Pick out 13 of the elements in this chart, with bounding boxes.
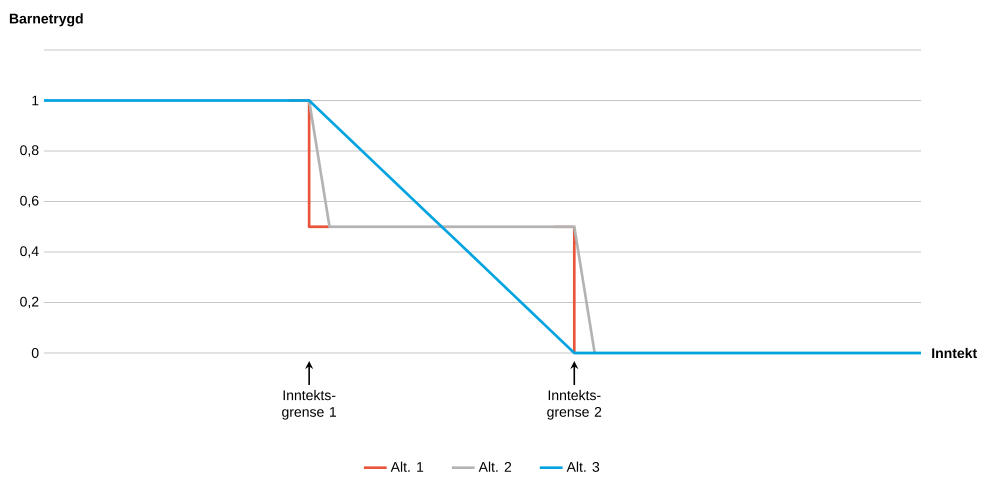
x-axis-title: Inntekt [932, 348, 977, 358]
legend-label: Alt. 3 [566, 462, 600, 472]
y-tick-label: 0,4 [20, 246, 39, 258]
y-tick-label: 1 [32, 96, 38, 106]
y-tick-label: 0,8 [20, 145, 38, 157]
y-tick-label: 0,6 [20, 196, 38, 208]
x-tick-label: Inntekts- grense 1 [282, 390, 336, 420]
y-tick-label: 0 [32, 348, 39, 358]
legend-label: Alt. 2 [478, 462, 512, 472]
y-tick-label: 0,2 [20, 296, 38, 308]
x-tick-label: Inntekts- grense 2 [547, 390, 602, 420]
legend-label: Alt. 1 [390, 462, 424, 472]
y-axis-title: Barnetrygd [10, 13, 83, 26]
